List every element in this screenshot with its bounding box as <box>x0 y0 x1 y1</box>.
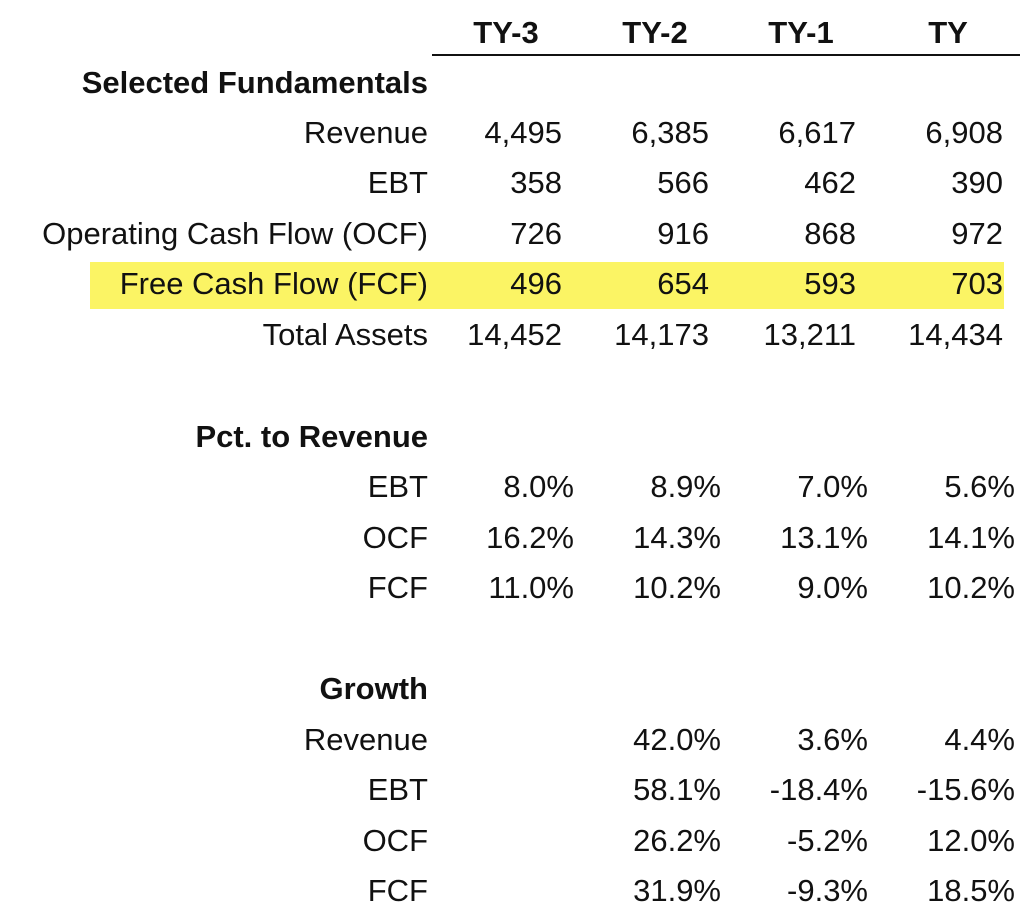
value-cell: 10.2% <box>927 570 1015 605</box>
value-cell: 58.1% <box>633 772 721 807</box>
header-rule <box>432 54 1020 56</box>
table-row: Free Cash Flow (FCF) 496 654 593 703 <box>0 259 1024 309</box>
row-label: EBT <box>367 165 428 200</box>
row-label: Free Cash Flow (FCF) <box>119 266 428 301</box>
value-cell: 4,495 <box>484 115 562 150</box>
value-cell: 6,385 <box>631 115 709 150</box>
value-cell: 42.0% <box>633 722 721 757</box>
column-header: TY-1 <box>768 15 834 50</box>
value-cell: -15.6% <box>916 772 1015 807</box>
value-cell: 10.2% <box>633 570 721 605</box>
value-cell: 14,434 <box>908 317 1003 352</box>
value-cell: -5.2% <box>787 823 868 858</box>
value-cell: 593 <box>804 266 856 301</box>
value-cell: 5.6% <box>944 469 1015 504</box>
value-cell: 14,173 <box>614 317 709 352</box>
value-cell: 16.2% <box>486 520 574 555</box>
value-cell: 14,452 <box>467 317 562 352</box>
value-cell: 358 <box>510 165 562 200</box>
table-row: FCF 31.9% -9.3% 18.5% <box>0 866 1024 916</box>
column-header: TY <box>928 15 968 50</box>
column-header: TY-2 <box>622 15 688 50</box>
section-title-row: Growth <box>0 664 1024 714</box>
table-row: Operating Cash Flow (OCF) 726 916 868 972 <box>0 209 1024 259</box>
value-cell: 6,908 <box>925 115 1003 150</box>
value-cell: 4.4% <box>944 722 1015 757</box>
table-row: Revenue 42.0% 3.6% 4.4% <box>0 715 1024 765</box>
table-row: Revenue 4,495 6,385 6,617 6,908 <box>0 108 1024 158</box>
row-label: Revenue <box>303 115 428 150</box>
value-cell: 13,211 <box>763 317 856 352</box>
value-cell: 18.5% <box>927 873 1015 908</box>
value-cell: 703 <box>951 266 1003 301</box>
value-cell: 8.0% <box>503 469 574 504</box>
value-cell: 9.0% <box>797 570 868 605</box>
value-cell: 12.0% <box>927 823 1015 858</box>
value-cell: 14.1% <box>927 520 1015 555</box>
value-cell: 31.9% <box>633 873 721 908</box>
column-header-row: TY-3 TY-2 TY-1 TY <box>0 8 1024 58</box>
value-cell: 726 <box>510 216 562 251</box>
value-cell: 566 <box>657 165 709 200</box>
value-cell: 11.0% <box>488 570 574 605</box>
value-cell: 916 <box>657 216 709 251</box>
value-cell: 496 <box>510 266 562 301</box>
value-cell: 13.1% <box>780 520 868 555</box>
value-cell: 462 <box>804 165 856 200</box>
row-label: Operating Cash Flow (OCF) <box>42 216 428 251</box>
section-title: Growth <box>319 671 429 706</box>
value-cell: 3.6% <box>797 722 868 757</box>
section-title-row: Pct. to Revenue <box>0 412 1024 462</box>
value-cell: 14.3% <box>633 520 721 555</box>
row-label: FCF <box>367 570 428 605</box>
row-label: OCF <box>362 823 428 858</box>
column-header: TY-3 <box>473 15 539 50</box>
value-cell: 654 <box>657 266 709 301</box>
section-title: Pct. to Revenue <box>195 419 428 454</box>
section-title: Selected Fundamentals <box>81 65 428 100</box>
value-cell: 26.2% <box>633 823 721 858</box>
value-cell: -9.3% <box>787 873 868 908</box>
row-label: FCF <box>367 873 428 908</box>
row-label: EBT <box>367 469 428 504</box>
value-cell: 390 <box>951 165 1003 200</box>
row-label: EBT <box>367 772 428 807</box>
table-row: FCF 11.0% 10.2% 9.0% 10.2% <box>0 563 1024 613</box>
fcf-row-highlight <box>90 262 1004 309</box>
row-label: Revenue <box>303 722 428 757</box>
value-cell: 6,617 <box>778 115 856 150</box>
table-row: Total Assets 14,452 14,173 13,211 14,434 <box>0 310 1024 360</box>
section-title-row: Selected Fundamentals <box>0 58 1024 108</box>
value-cell: 868 <box>804 216 856 251</box>
table-row: OCF 26.2% -5.2% 12.0% <box>0 816 1024 866</box>
table-row: EBT 8.0% 8.9% 7.0% 5.6% <box>0 462 1024 512</box>
value-cell: 7.0% <box>797 469 868 504</box>
row-label: Total Assets <box>262 317 428 352</box>
value-cell: -18.4% <box>769 772 868 807</box>
row-label: OCF <box>362 520 428 555</box>
table-row: EBT 358 566 462 390 <box>0 158 1024 208</box>
value-cell: 8.9% <box>650 469 721 504</box>
table-row: EBT 58.1% -18.4% -15.6% <box>0 765 1024 815</box>
table-row: OCF 16.2% 14.3% 13.1% 14.1% <box>0 513 1024 563</box>
value-cell: 972 <box>951 216 1003 251</box>
